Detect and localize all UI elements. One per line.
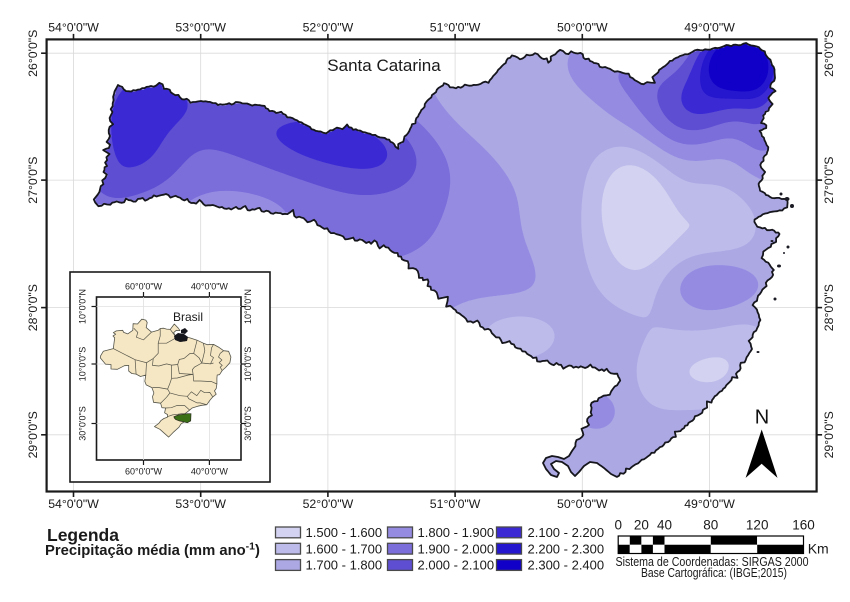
svg-text:54°0'0"W: 54°0'0"W [48, 497, 99, 511]
svg-text:27°0'0"S: 27°0'0"S [822, 156, 836, 203]
svg-text:Santa Catarina: Santa Catarina [327, 56, 441, 75]
svg-text:1.600 - 1.700: 1.600 - 1.700 [306, 541, 383, 556]
svg-text:27°0'0"S: 27°0'0"S [26, 156, 40, 203]
svg-text:2.300 - 2.400: 2.300 - 2.400 [528, 558, 605, 573]
svg-text:20: 20 [634, 518, 649, 533]
svg-text:53°0'0"W: 53°0'0"W [175, 497, 226, 511]
svg-text:52°0'0"W: 52°0'0"W [303, 20, 354, 34]
svg-text:51°0'0"W: 51°0'0"W [430, 497, 481, 511]
svg-text:Legenda: Legenda [47, 525, 119, 545]
svg-text:Km: Km [808, 540, 829, 556]
svg-text:1.800 - 1.900: 1.800 - 1.900 [418, 525, 495, 540]
svg-text:60°0'0"W: 60°0'0"W [125, 467, 163, 477]
svg-text:50°0'0"W: 50°0'0"W [557, 497, 608, 511]
svg-text:49°0'0"W: 49°0'0"W [684, 20, 735, 34]
svg-text:28°0'0"S: 28°0'0"S [822, 284, 836, 331]
svg-text:50°0'0"W: 50°0'0"W [557, 20, 608, 34]
svg-text:2.100 - 2.200: 2.100 - 2.200 [528, 525, 605, 540]
svg-text:40°0'0"W: 40°0'0"W [191, 282, 229, 292]
svg-text:26°0'0"S: 26°0'0"S [822, 30, 836, 77]
svg-text:10°0'0"N: 10°0'0"N [78, 289, 88, 324]
svg-text:40: 40 [657, 518, 672, 533]
svg-text:1.700 - 1.800: 1.700 - 1.800 [306, 558, 383, 573]
svg-text:10°0'0"S: 10°0'0"S [78, 347, 88, 382]
svg-text:29°0'0"S: 29°0'0"S [26, 411, 40, 458]
svg-text:52°0'0"W: 52°0'0"W [303, 497, 354, 511]
svg-text:Sistema de Coordenadas: SIRGAS: Sistema de Coordenadas: SIRGAS 2000 [616, 554, 809, 569]
svg-text:40°0'0"W: 40°0'0"W [191, 467, 229, 477]
svg-text:10°0'0"S: 10°0'0"S [243, 347, 253, 382]
svg-text:0: 0 [614, 518, 622, 533]
svg-text:60°0'0"W: 60°0'0"W [125, 282, 163, 292]
svg-text:2.200 - 2.300: 2.200 - 2.300 [528, 541, 605, 556]
svg-text:10°0'0"N: 10°0'0"N [243, 289, 253, 324]
svg-text:1.500 - 1.600: 1.500 - 1.600 [306, 525, 383, 540]
svg-text:160: 160 [792, 518, 815, 533]
svg-text:54°0'0"W: 54°0'0"W [48, 20, 99, 34]
svg-text:80: 80 [703, 518, 718, 533]
svg-text:N: N [755, 407, 769, 429]
svg-text:51°0'0"W: 51°0'0"W [430, 20, 481, 34]
svg-text:120: 120 [746, 518, 769, 533]
svg-text:26°0'0"S: 26°0'0"S [26, 30, 40, 77]
svg-text:30°0'0"S: 30°0'0"S [78, 406, 88, 441]
svg-text:Brasil: Brasil [173, 310, 203, 324]
svg-text:29°0'0"S: 29°0'0"S [822, 411, 836, 458]
svg-text:2.000 - 2.100: 2.000 - 2.100 [418, 558, 495, 573]
svg-text:30°0'0"S: 30°0'0"S [243, 406, 253, 441]
svg-text:Precipitação média (mm ano-1): Precipitação média (mm ano-1) [45, 541, 260, 560]
svg-text:53°0'0"W: 53°0'0"W [175, 20, 226, 34]
svg-text:49°0'0"W: 49°0'0"W [684, 497, 735, 511]
svg-text:1.900 - 2.000: 1.900 - 2.000 [418, 541, 495, 556]
svg-text:Base Cartográfica: (IBGE;2015): Base Cartográfica: (IBGE;2015) [641, 565, 787, 580]
svg-text:28°0'0"S: 28°0'0"S [26, 284, 40, 331]
